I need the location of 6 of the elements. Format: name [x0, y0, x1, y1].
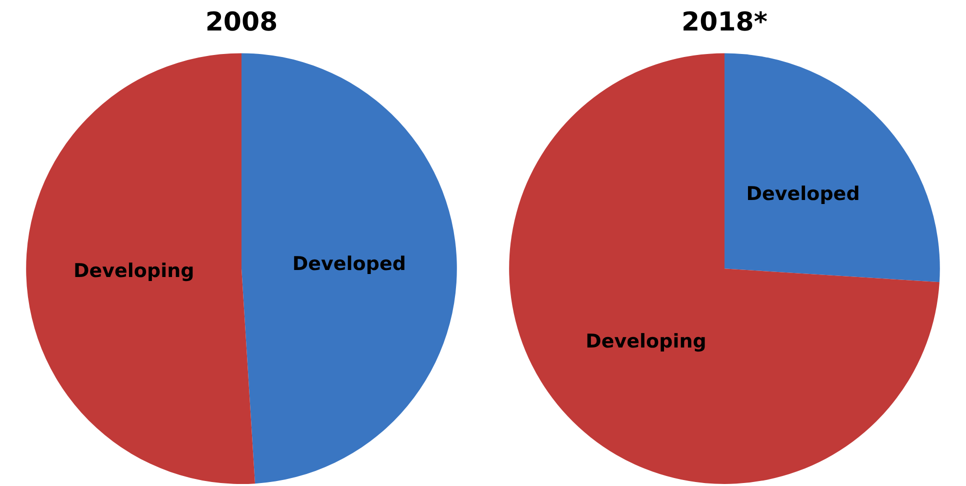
slice-label: Developing [586, 330, 706, 352]
slice-label: Developed [746, 182, 860, 205]
chart-title: 2008 [205, 7, 278, 38]
chart-title: 2018* [682, 7, 768, 38]
slice-label: Developed [292, 253, 406, 276]
slice-label: Developing [73, 260, 194, 282]
